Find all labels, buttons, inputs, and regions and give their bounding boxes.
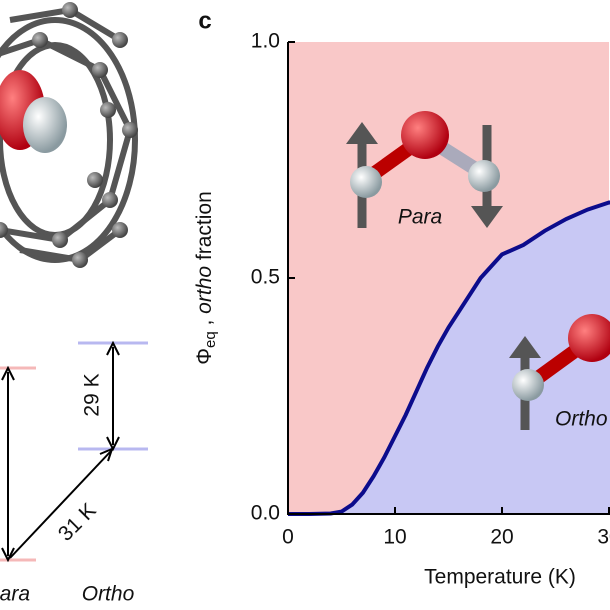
x-tick-label: 10 (383, 526, 406, 549)
y-axis-label-part: eq (202, 331, 219, 348)
y-axis-label-part: , (193, 314, 216, 332)
x-tick-label: 20 (490, 526, 513, 549)
line (288, 200, 610, 516)
y-tick-label: 0.0 (251, 502, 280, 525)
para-molecule (346, 111, 503, 228)
ortho-molecule (509, 314, 610, 430)
y-axis-label-part: fraction (193, 191, 216, 266)
state-label: Para (0, 583, 30, 606)
y-axis-label: Φeq , ortho fraction (193, 191, 219, 365)
fullerene (0, 6, 138, 264)
panel-label: c (198, 7, 211, 34)
y-tick-label: 0.5 (251, 266, 280, 289)
energy-diagram (0, 340, 148, 563)
y-axis-label-part: ortho (193, 266, 216, 314)
level-label: 31 K (54, 499, 101, 546)
y-axis-label-part: Φ (193, 348, 216, 365)
annotation: Ortho (555, 408, 608, 431)
level-label: 29 K (81, 373, 104, 416)
x-axis-label: Temperature (K) (424, 566, 576, 589)
plot: 0.0 0.5 1.0 0 10 20 30 Temperature (K) Φeq , ort… (193, 30, 610, 589)
y-tick-label: 1.0 (251, 30, 280, 53)
area-below (288, 202, 610, 514)
annotation: Para (398, 206, 442, 229)
x-tick-label: 30 (597, 526, 610, 549)
fullerene-atoms (0, 2, 138, 268)
state-label: Ortho (82, 583, 135, 606)
x-tick-label: 0 (282, 526, 294, 549)
